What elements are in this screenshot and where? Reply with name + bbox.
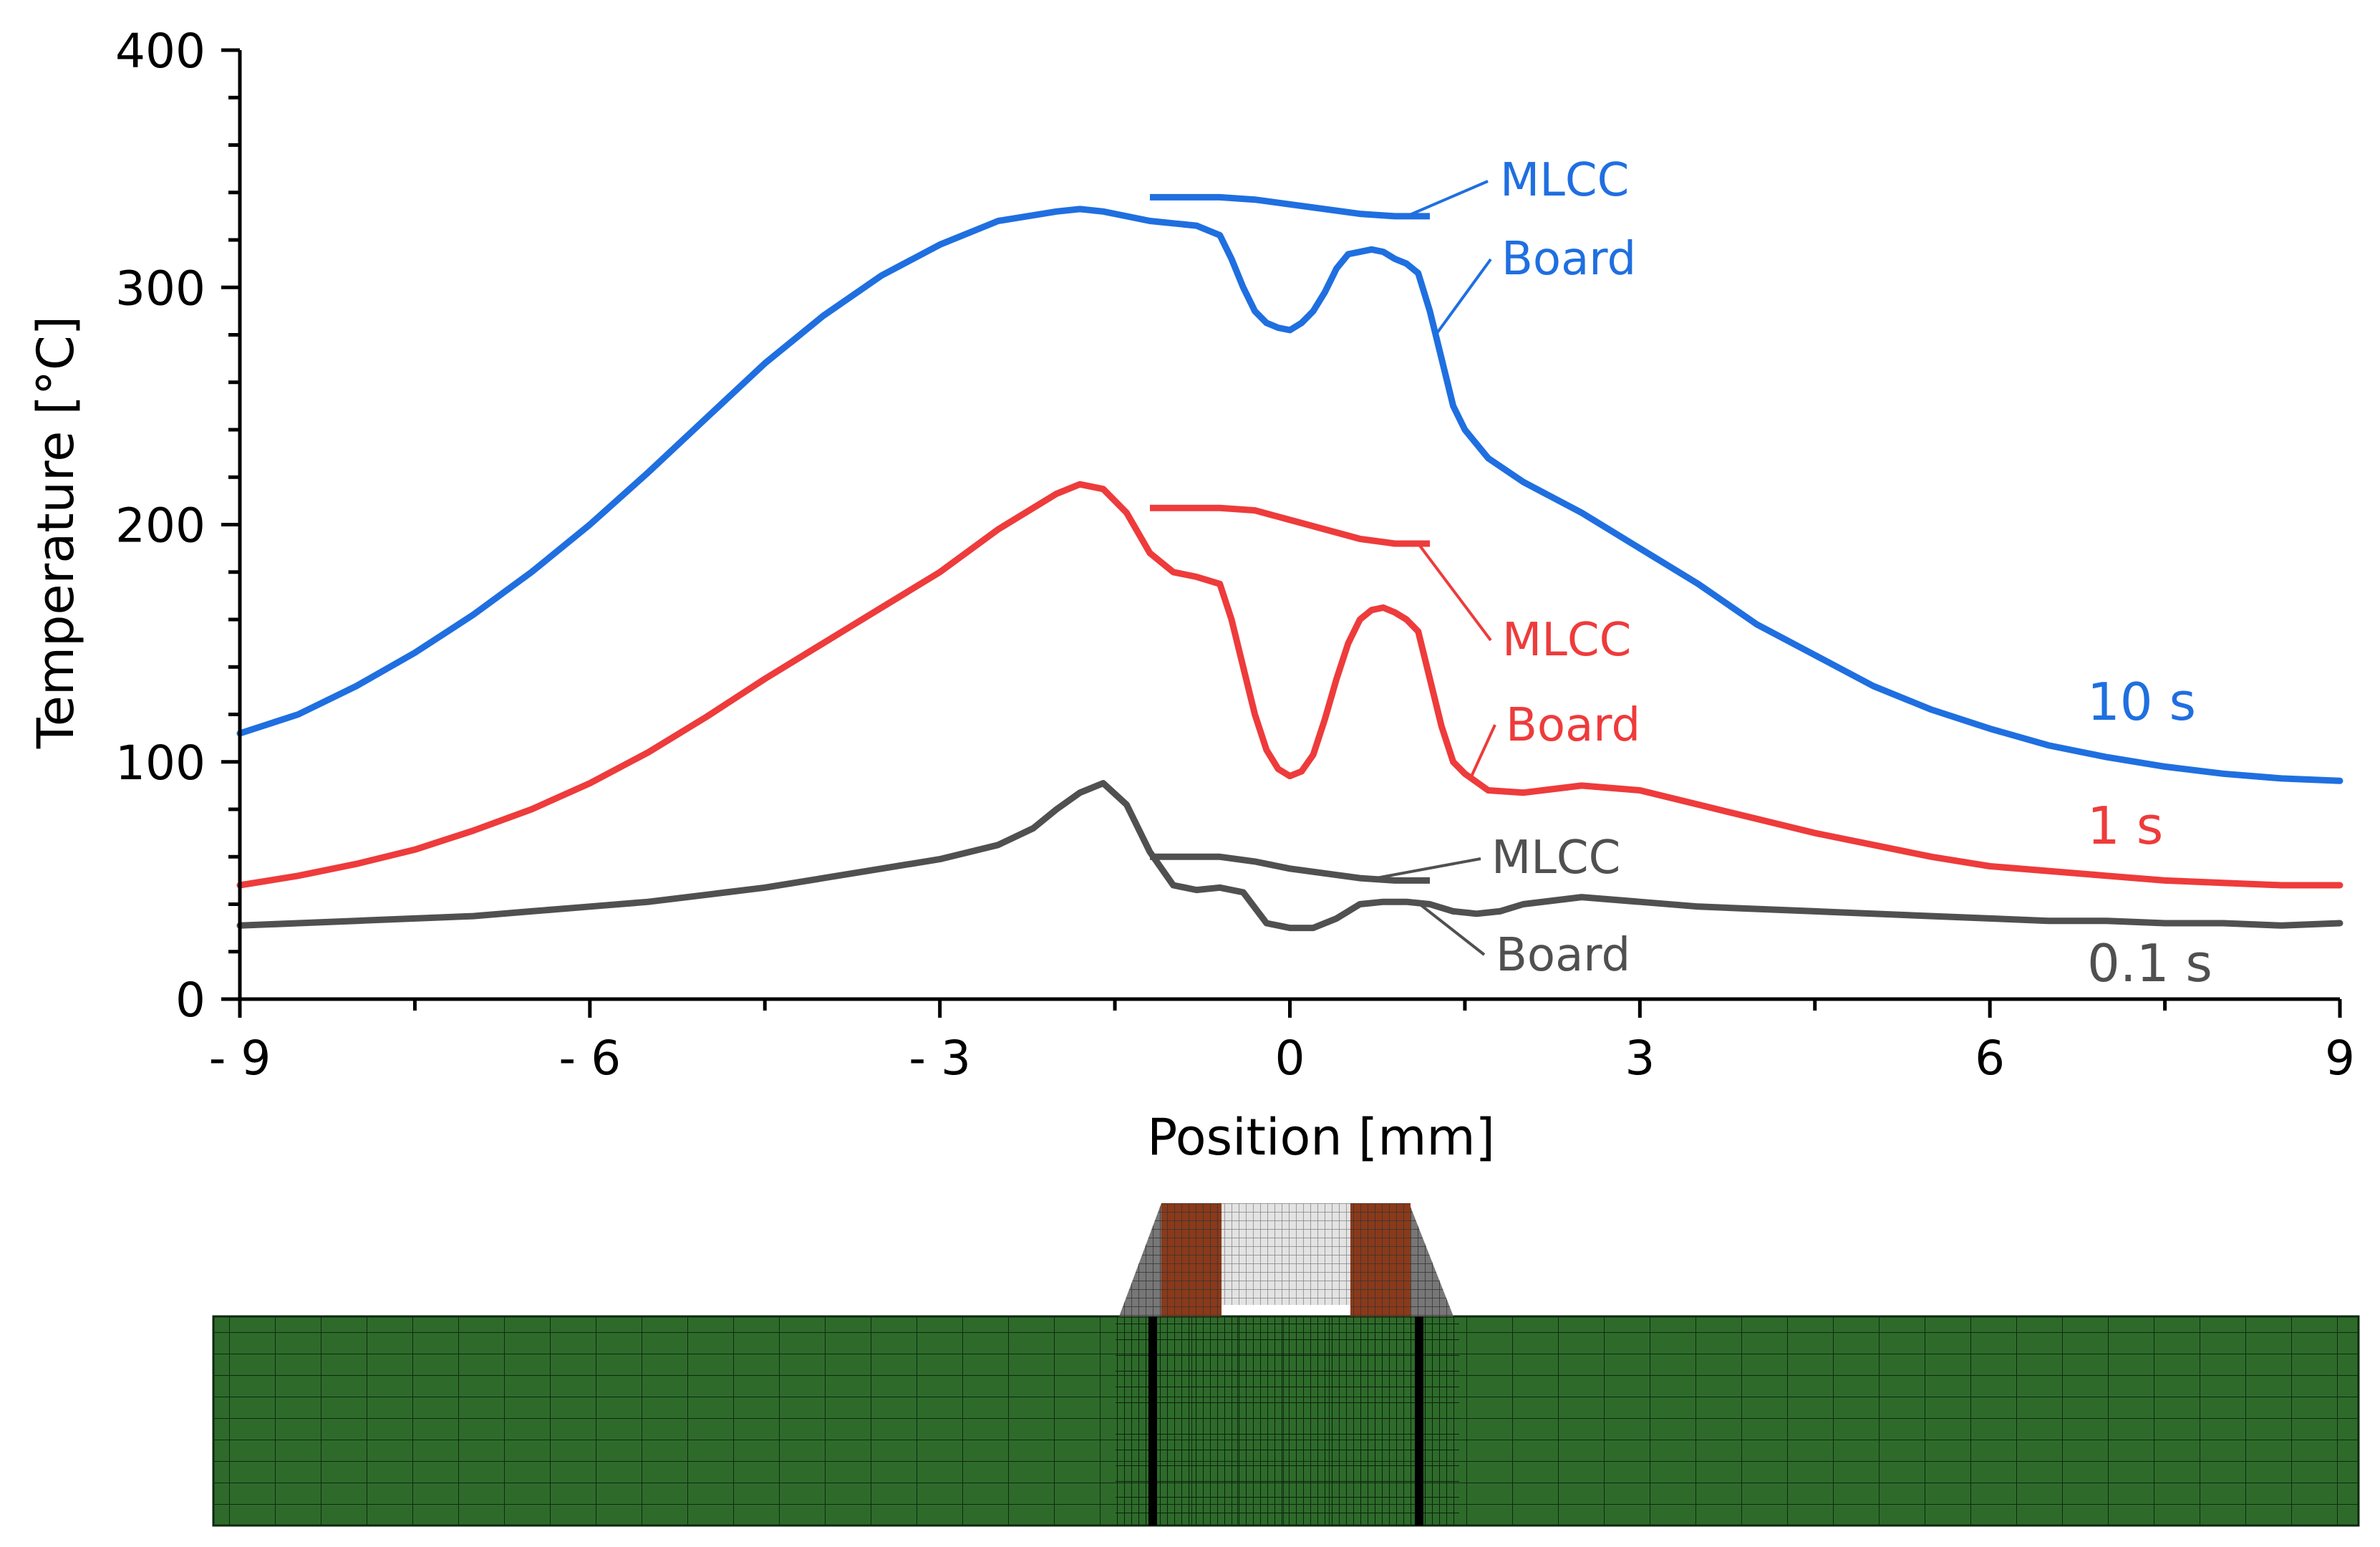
leader-lines-layer [1371, 180, 1496, 956]
label-board-10s: Board [1501, 233, 1636, 286]
ceramic-body-mesh [1222, 1203, 1350, 1305]
y-tick-label: 400 [115, 24, 205, 79]
terminal-right-mesh [1350, 1203, 1411, 1316]
curves-layer [236, 193, 2343, 932]
x-axis-label: Position [mm] [1147, 1108, 1495, 1167]
mlcc-curve-1s [1150, 504, 1430, 547]
y-tick-label: 300 [115, 261, 205, 316]
leader-line-board-1s [1469, 724, 1496, 779]
label-board-1s: Board [1506, 699, 1640, 752]
x-tick-label: 9 [2325, 1031, 2355, 1086]
board-mesh-refined-zone [1116, 1316, 1459, 1526]
label-board-01s: Board [1496, 929, 1630, 982]
leader-line-mlcc-1s [1417, 542, 1492, 642]
terminal-left-mesh [1161, 1203, 1222, 1316]
label-mlcc-10s: MLCC [1500, 154, 1629, 207]
label-time-1s: 1 s [2087, 796, 2163, 856]
fem-mesh-illustration [212, 1203, 2360, 1527]
mlcc-curve-10s [1150, 193, 1430, 220]
board-curve-01s [236, 780, 2343, 932]
y-tick-label: 100 [115, 736, 205, 791]
y-tick-label: 200 [115, 498, 205, 554]
via-right [1415, 1316, 1423, 1526]
x-tick-label: - 9 [209, 1031, 271, 1086]
label-mlcc-01s: MLCC [1491, 832, 1620, 885]
x-tick-label: 0 [1275, 1031, 1305, 1086]
leader-line-mlcc-01s [1371, 857, 1481, 881]
x-tick-label: 3 [1625, 1031, 1655, 1086]
x-tick-label: 6 [1975, 1031, 2005, 1086]
y-tick-label: 0 [175, 973, 205, 1028]
leader-line-mlcc-10s [1406, 180, 1489, 218]
solder-right-mesh [1409, 1203, 1453, 1316]
board-curve-1s [236, 481, 2343, 889]
x-tick-label: - 6 [558, 1031, 621, 1086]
axes-layer: - 9 - 6 - 3 0 3 6 9 0 100 200 300 400 [115, 24, 2355, 1086]
mlcc-curve-01s [1150, 853, 1430, 884]
leader-line-board-10s [1434, 258, 1492, 336]
label-mlcc-1s: MLCC [1502, 614, 1631, 667]
label-time-10s: 10 s [2087, 672, 2196, 732]
plot-area: - 9 - 6 - 3 0 3 6 9 0 100 200 300 400 [115, 24, 2355, 1086]
y-axis-label: Temperature [°C] [26, 316, 85, 749]
x-tick-label: - 3 [909, 1031, 971, 1086]
label-time-01s: 0.1 s [2087, 933, 2212, 993]
leader-line-board-01s [1417, 902, 1486, 956]
board-mesh-outline [212, 1315, 2360, 1527]
via-left [1148, 1316, 1157, 1526]
board-curve-10s [236, 206, 2343, 784]
solder-left-mesh [1119, 1203, 1161, 1316]
